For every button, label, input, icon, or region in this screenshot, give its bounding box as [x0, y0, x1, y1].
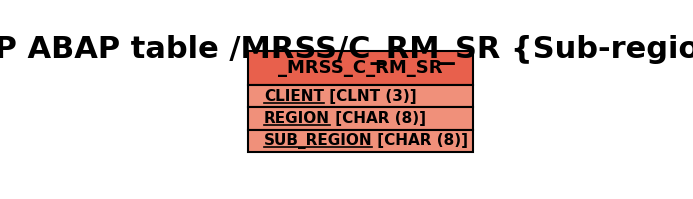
Text: REGION: REGION	[264, 111, 330, 126]
Text: [CHAR (8)]: [CHAR (8)]	[372, 133, 468, 148]
FancyBboxPatch shape	[248, 85, 473, 107]
Text: SAP ABAP table /MRSS/C_RM_SR {Sub-regions}: SAP ABAP table /MRSS/C_RM_SR {Sub-region…	[0, 35, 693, 65]
Text: [CLNT (3)]: [CLNT (3)]	[324, 89, 416, 104]
Text: _MRSS_C_RM_SR: _MRSS_C_RM_SR	[279, 59, 443, 77]
FancyBboxPatch shape	[248, 107, 473, 130]
Text: [CHAR (8)]: [CHAR (8)]	[330, 111, 426, 126]
Text: SUB_REGION: SUB_REGION	[264, 133, 372, 149]
Text: CLIENT: CLIENT	[264, 89, 324, 104]
FancyBboxPatch shape	[248, 130, 473, 152]
FancyBboxPatch shape	[248, 52, 473, 85]
